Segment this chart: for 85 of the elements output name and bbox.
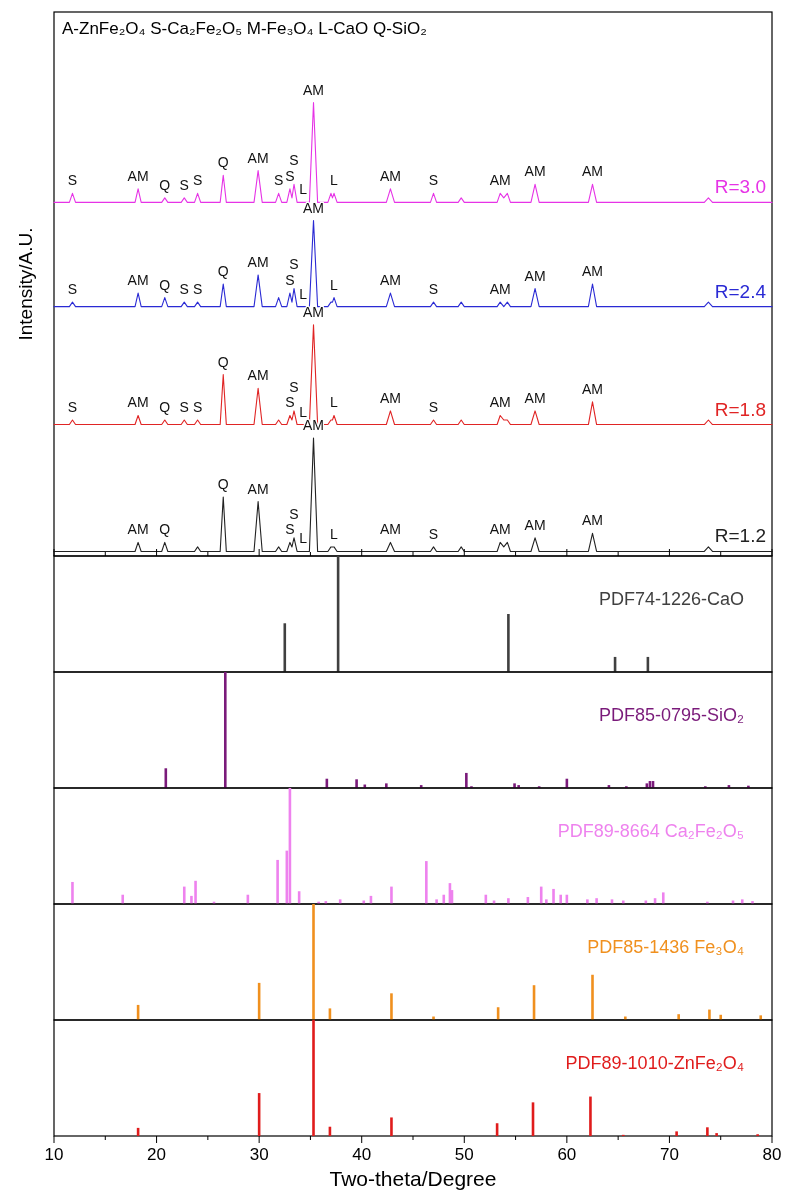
text: PDF85-0795-SiO₂ (598, 704, 745, 725)
annotation: S (285, 167, 295, 184)
x-tick-label: 80 (762, 1145, 782, 1164)
annotation: Q (217, 263, 229, 279)
annotation: AM (489, 394, 511, 411)
series-label: R=2.4 (714, 280, 767, 302)
annotation: AM (127, 394, 149, 411)
x-tick-label: 50 (454, 1145, 474, 1164)
annotation: AM (524, 389, 546, 406)
annotation: S (273, 172, 284, 189)
annotation: S (428, 172, 439, 189)
annotation: AM (524, 516, 546, 533)
annotation: S (428, 281, 439, 298)
x-tick-label: 30 (249, 1145, 269, 1164)
series-label: R=1.8 (714, 398, 766, 420)
annotation: Q (217, 154, 229, 171)
annotation: AM (127, 521, 149, 538)
annotation: AM (127, 167, 149, 184)
chart-title: A-ZnFe₂O₄ S-Ca₂Fe₂O₅ M-Fe₃O₄ L-CaO Q-SiO₂ (62, 19, 427, 38)
x-axis-title: Two-theta/Degree (329, 1167, 497, 1190)
annotation: S (289, 378, 299, 395)
x-tick-label: 60 (557, 1145, 577, 1164)
annotation: AM (582, 512, 603, 529)
annotation: S (285, 272, 295, 289)
annotation: AM (379, 272, 401, 289)
annotation: L (299, 181, 308, 198)
annotation: L (330, 276, 339, 293)
annotation: Q (159, 176, 171, 193)
annotation: AM (379, 521, 401, 538)
x-tick-label: 10 (44, 1145, 64, 1164)
annotation: AM (582, 263, 603, 279)
annotation: S (428, 525, 439, 542)
annotation: Q (159, 276, 171, 293)
annotation: S (67, 172, 78, 189)
annotation: AM (582, 163, 603, 180)
annotation: S (179, 399, 189, 415)
annotation: Q (217, 476, 229, 493)
annotation: S (192, 172, 203, 189)
annotation: AM (247, 367, 269, 384)
annotation: L (330, 394, 339, 411)
series-label: R=1.2 (714, 525, 766, 547)
annotation: Q (159, 521, 171, 538)
annotation: S (289, 256, 299, 273)
annotation: S (285, 394, 295, 411)
x-tick-label: 70 (659, 1145, 679, 1164)
annotation: AM (247, 480, 269, 497)
annotation: S (179, 281, 189, 298)
annotation: S (67, 281, 78, 298)
annotation: AM (524, 267, 546, 284)
text: PDF89-8664 Ca₂Fe₂O₅ (557, 820, 744, 841)
annotation: Q (159, 399, 171, 415)
annotation: L (299, 530, 308, 547)
annotation: S (192, 399, 203, 415)
annotation: S (289, 505, 299, 522)
series-label: R=3.0 (714, 176, 766, 198)
annotation: S (285, 521, 295, 538)
annotation: AM (379, 167, 401, 184)
annotation: AM (379, 389, 401, 406)
annotation: AM (303, 199, 325, 216)
x-tick-label: 20 (147, 1145, 167, 1164)
annotation: AM (303, 81, 325, 98)
annotation: AM (247, 253, 269, 270)
annotation: AM (127, 272, 149, 289)
annotation: L (299, 285, 308, 302)
annotation: AM (524, 163, 546, 180)
annotation: AM (247, 149, 269, 166)
annotation: L (330, 525, 339, 542)
series-label: PDF89-1010-ZnFe₂O₄ (565, 1052, 744, 1073)
annotation: L (330, 172, 339, 189)
annotation: S (67, 399, 78, 415)
annotation: AM (303, 303, 325, 320)
series-label: PDF85-1436 Fe₃O₄ (587, 936, 744, 957)
text: PDF74-1226-CaO (598, 588, 744, 609)
annotation: L (299, 403, 308, 420)
annotation: AM (489, 281, 511, 298)
annotation: AM (489, 172, 511, 189)
annotation: S (428, 399, 439, 415)
annotation: AM (582, 380, 603, 397)
annotation: S (192, 281, 203, 298)
annotation: AM (489, 521, 511, 538)
y-axis-title: Intensity/A.U. (15, 227, 36, 341)
x-tick-label: 40 (352, 1145, 372, 1164)
annotation: S (289, 152, 299, 169)
annotation: Q (217, 353, 229, 370)
annotation: S (179, 176, 189, 193)
